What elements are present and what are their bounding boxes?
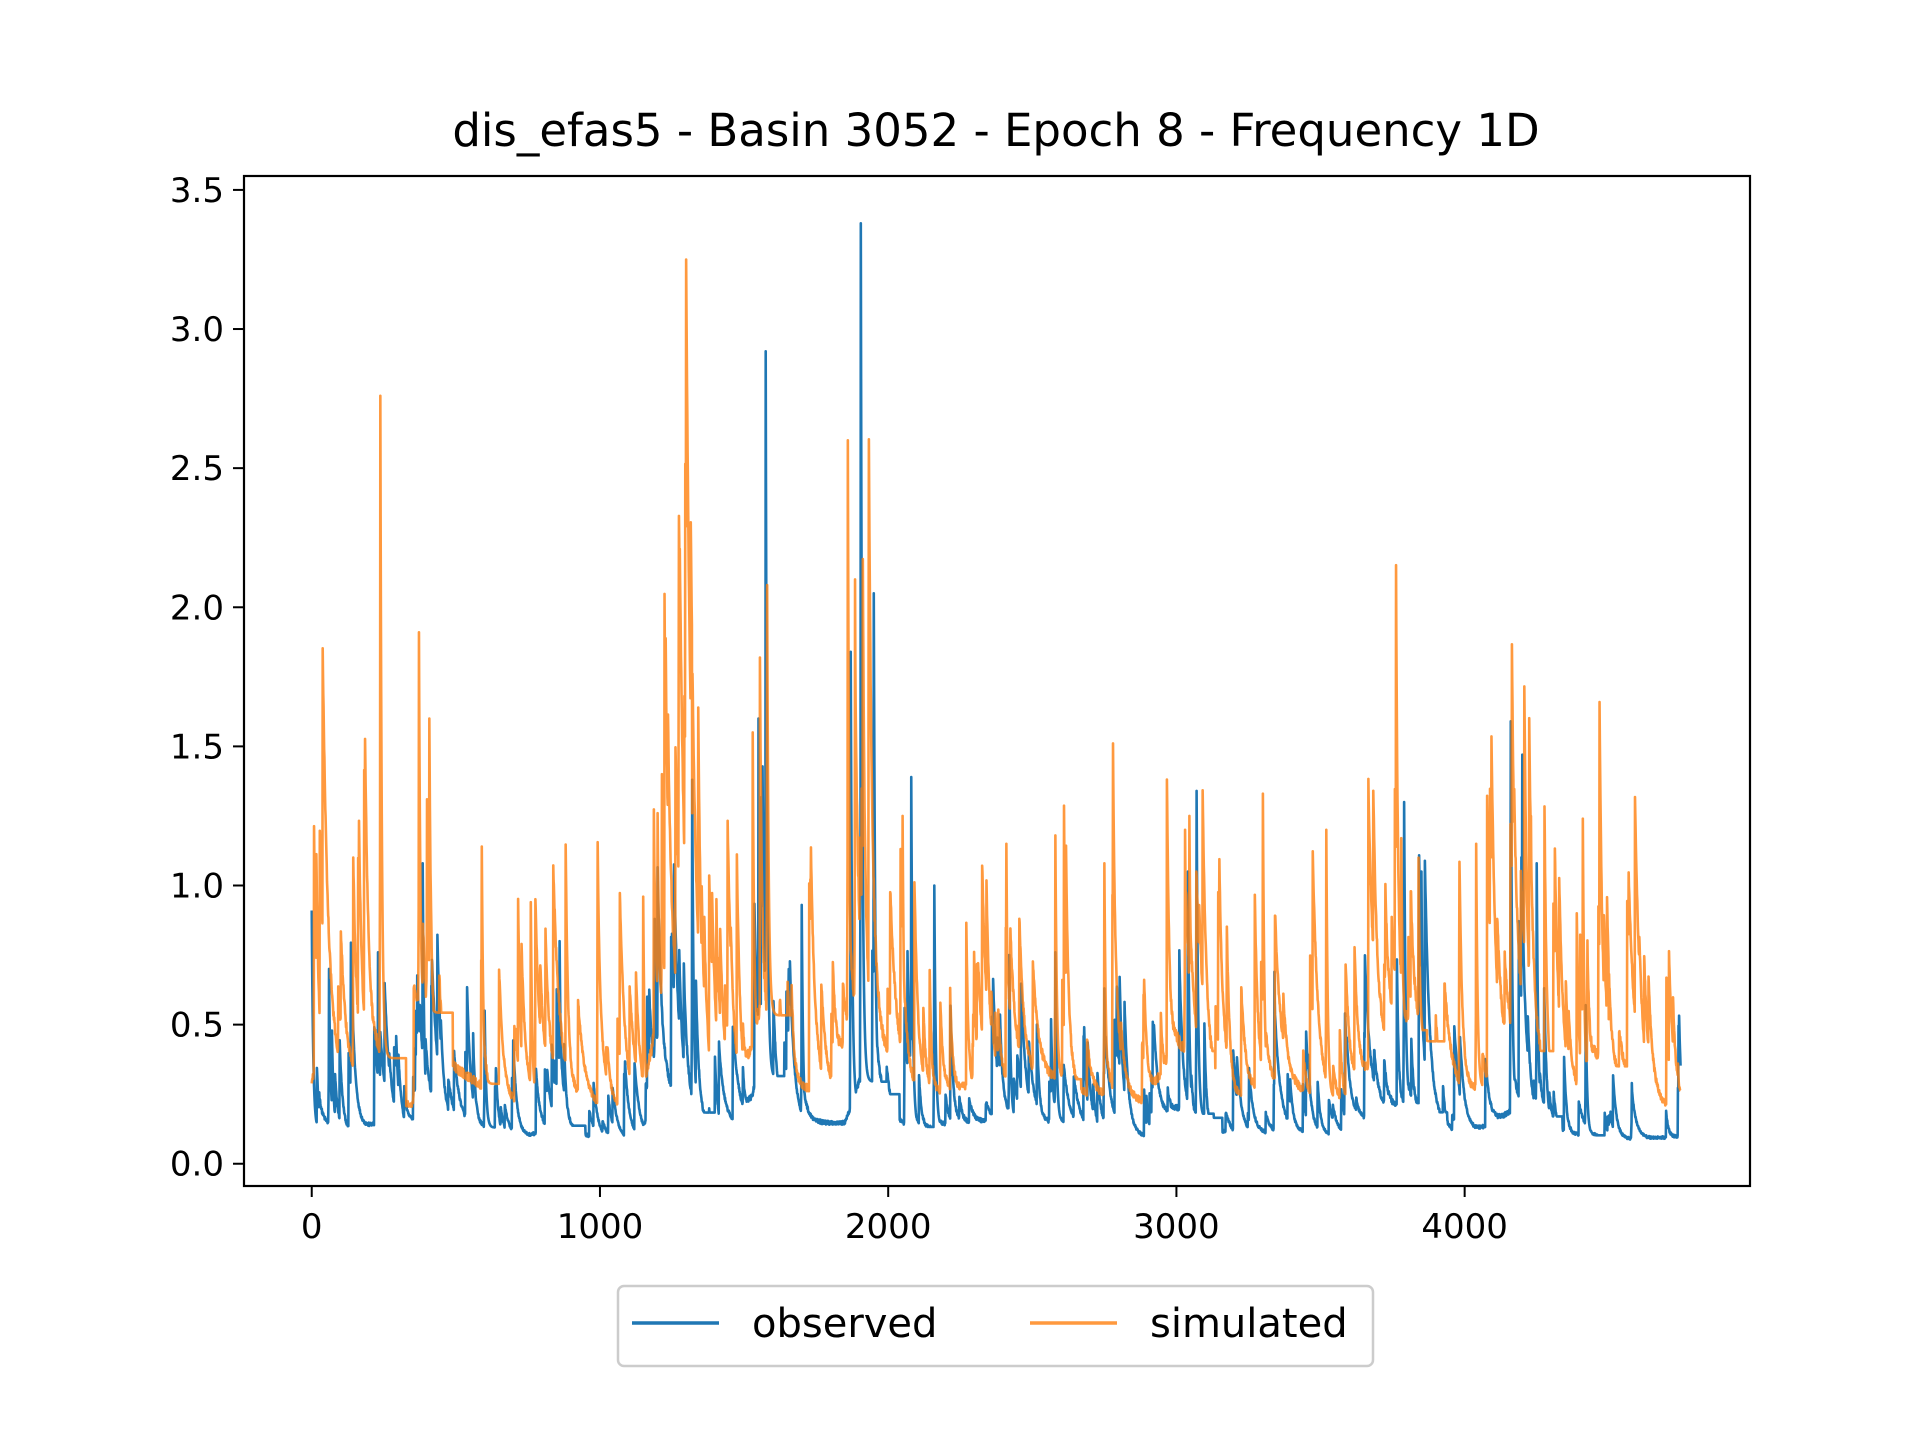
series-line-simulated	[310, 258, 1682, 1109]
legend-label-observed: observed	[752, 1301, 937, 1347]
y-axis: 0.0 0.5 1.0 1.5 2.0 2.5 3.0 3.5	[170, 171, 244, 1185]
x-tick-label: 4000	[1421, 1207, 1508, 1247]
axes-frame	[242, 174, 1752, 1188]
x-tick-label: 0	[301, 1207, 323, 1247]
y-tick-label: 3.5	[170, 171, 224, 211]
y-tick-label: 1.0	[170, 867, 224, 907]
chart-title: dis_efas5 - Basin 3052 - Epoch 8 - Frequ…	[452, 104, 1539, 157]
x-tick-label: 1000	[557, 1207, 644, 1247]
legend-box	[616, 1284, 1375, 1368]
y-tick-label: 1.5	[170, 727, 224, 767]
series-layer	[310, 222, 1682, 1141]
y-tick-label: 2.5	[170, 449, 224, 489]
x-tick-label: 2000	[845, 1207, 932, 1247]
x-tick-label: 3000	[1133, 1207, 1220, 1247]
y-tick-label: 2.0	[170, 588, 224, 628]
legend: observed simulated	[616, 1284, 1375, 1368]
x-axis: 0 1000 2000 3000 4000	[301, 1186, 1508, 1247]
y-tick-label: 3.0	[170, 310, 224, 350]
y-tick-label: 0.5	[170, 1006, 224, 1046]
plot-area	[242, 174, 1752, 1188]
y-tick-label: 0.0	[170, 1145, 224, 1185]
legend-label-simulated: simulated	[1150, 1301, 1348, 1347]
